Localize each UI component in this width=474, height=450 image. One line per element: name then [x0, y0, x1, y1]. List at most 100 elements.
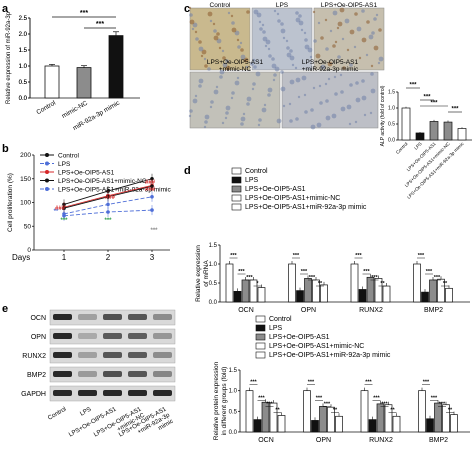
blot-band — [128, 390, 147, 396]
c-sig-label: *** — [451, 107, 459, 113]
ihc-texture-dot — [289, 119, 293, 123]
ihc-texture-dot — [272, 78, 276, 82]
ihc-texture-dot — [300, 28, 304, 32]
ihc-texture-dot — [280, 70, 284, 74]
ihc-texture-dot — [225, 59, 229, 63]
c-bar — [429, 121, 439, 141]
ihc-texture-dot — [318, 84, 322, 88]
ihc-texture-dot — [368, 34, 374, 40]
e-legend-label: LPS+Oe-OIP5-AS1+mimic-NC — [269, 343, 364, 350]
e-sig-label: *** — [373, 396, 380, 402]
e-bar — [335, 415, 343, 433]
ihc-texture-dot — [317, 21, 321, 25]
ihc-texture-dot — [277, 19, 281, 23]
e-sig-label: ** — [390, 408, 395, 414]
blot-band — [128, 352, 147, 358]
d-legend-swatch — [231, 194, 242, 202]
ihc-image — [189, 71, 281, 129]
e-y-tick-label: 0.0 — [229, 430, 238, 436]
c-x-tick-label: Control — [395, 141, 409, 155]
ihc-texture-dot — [242, 112, 246, 116]
blot-band — [153, 352, 172, 358]
ihc-texture-dot — [240, 48, 244, 52]
a-y-tick-label: 2.5 — [19, 16, 28, 22]
ihc-texture-dot — [222, 62, 228, 68]
ihc-texture-dot — [295, 17, 301, 23]
d-legend-swatch — [231, 203, 242, 211]
ihc-texture-dot — [246, 96, 252, 102]
ihc-texture-dot — [215, 85, 219, 89]
ihc-texture-dot — [203, 125, 207, 129]
b-legend-label: LPS+Oe-OIP5-AS1 — [58, 170, 115, 177]
e-bar — [392, 415, 401, 433]
ihc-texture-dot — [216, 32, 220, 36]
ihc-texture-dot — [204, 64, 208, 68]
ihc-texture-dot — [262, 36, 268, 42]
ihc-texture-dot — [194, 94, 198, 98]
ihc-texture-dot — [303, 31, 307, 35]
ihc-texture-dot — [230, 96, 234, 100]
b-legend-marker — [45, 153, 49, 157]
d-bar — [366, 276, 375, 303]
chart-panel-b: 0 50 100 150 200 Cell proliferation (%) 1 2 3 Day… — [7, 152, 171, 262]
ihc-texture-dot — [309, 55, 313, 59]
ihc-texture-dot — [378, 56, 384, 62]
ihc-texture-dot — [240, 122, 244, 126]
ihc-texture-dot — [216, 38, 222, 44]
e-bar — [253, 419, 262, 433]
ihc-texture-dot — [204, 114, 210, 120]
b-x-label: Days — [12, 253, 30, 262]
panel-letter-c: c — [184, 3, 190, 15]
ihc-texture-dot — [324, 82, 328, 86]
ihc-texture-dot — [207, 67, 211, 71]
ihc-texture-dot — [250, 62, 254, 66]
d-sig-label: * — [256, 281, 259, 287]
ihc-texture-dot — [312, 86, 316, 90]
ihc-texture-dot — [286, 46, 290, 50]
ihc-texture-dot — [361, 9, 365, 13]
ihc-texture-dot — [276, 12, 280, 16]
b-y-label: Cell proliferation (%) — [7, 173, 14, 232]
blot-band — [53, 352, 72, 358]
chart-panel-d: 0.0 0.5 1.0 1.5 Relative expression of mRNA OC… — [195, 167, 470, 314]
ihc-texture-dot — [255, 71, 261, 77]
ihc-texture-dot — [361, 37, 367, 43]
e-sig-label: ** — [333, 408, 338, 414]
blot-band — [103, 352, 122, 358]
ihc-texture-dot — [325, 115, 331, 121]
ihc-texture-dot — [320, 64, 326, 70]
blot-band — [153, 333, 172, 339]
ihc-texture-dot — [259, 27, 263, 31]
ihc-texture-dot — [195, 37, 199, 41]
e-bar — [311, 420, 319, 433]
d-legend-label: LPS+Oe-OIP5-AS1+mimic-NC — [245, 195, 340, 202]
ihc-texture-dot — [289, 79, 295, 85]
ihc-label: LPS+Oe-OIP5-AS1 — [321, 2, 378, 9]
ihc-texture-dot — [366, 20, 370, 24]
ihc-texture-dot — [252, 58, 256, 62]
ihc-label: LPS+Oe-OIP5-AS1 — [302, 59, 359, 66]
ihc-texture-dot — [225, 105, 231, 111]
ihc-texture-dot — [358, 56, 362, 60]
d-x-tick-label: RUNX2 — [359, 307, 383, 314]
ihc-texture-dot — [231, 91, 235, 95]
c-y-tick-label: 1.5 — [388, 90, 395, 96]
c-sig-label: *** — [423, 95, 431, 101]
ihc-texture-dot — [334, 92, 338, 96]
d-sig-label: *** — [230, 253, 237, 259]
e-bar — [450, 414, 458, 433]
ihc-texture-dot — [257, 123, 261, 127]
b-legend-label: LPS+Oe-OIP5-AS1+mimic-NC — [58, 178, 147, 185]
blot-band — [128, 371, 147, 377]
d-bar — [225, 263, 234, 303]
blot-band — [128, 333, 147, 339]
c-x-tick-label: LPS — [413, 141, 423, 151]
b-annotation: ### — [55, 206, 66, 212]
ihc-texture-dot — [237, 45, 241, 49]
ihc-texture-dot — [221, 49, 225, 53]
ihc-texture-dot — [271, 63, 277, 69]
ihc-texture-dot — [378, 28, 382, 32]
ihc-texture-dot — [231, 27, 237, 33]
a-y-tick-label: 1.5 — [19, 48, 28, 54]
